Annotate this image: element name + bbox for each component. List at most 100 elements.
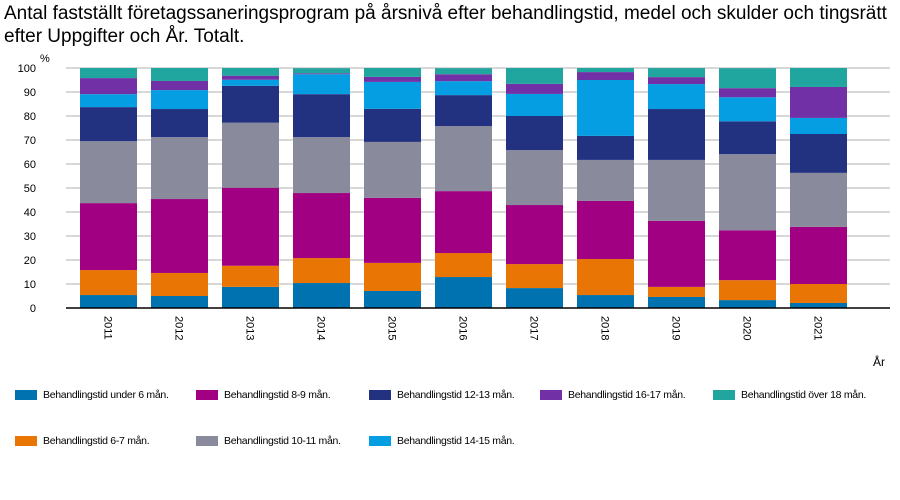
bar-segment bbox=[435, 81, 492, 96]
x-tick-label: 2015 bbox=[386, 316, 398, 340]
bar-segment bbox=[293, 74, 350, 95]
legend-item: Behandlingstid 8-9 mån. bbox=[196, 389, 331, 401]
y-tick-label: 10 bbox=[24, 279, 36, 291]
bar-segment bbox=[506, 264, 563, 289]
y-tick-label: 70 bbox=[24, 135, 36, 147]
bar-segment bbox=[719, 280, 776, 301]
y-tick-label: 90 bbox=[24, 87, 36, 99]
bar-segment bbox=[151, 80, 208, 91]
bar-segment bbox=[80, 78, 137, 95]
bar-segment bbox=[648, 220, 705, 287]
bar-segment bbox=[364, 197, 421, 263]
y-tick-label: 80 bbox=[24, 111, 36, 123]
bar-segment bbox=[364, 141, 421, 198]
bar-segment bbox=[151, 90, 208, 110]
x-tick-label: 2016 bbox=[457, 316, 469, 340]
legend-label: Behandlingstid under 6 mån. bbox=[43, 389, 169, 401]
y-tick-label: 0 bbox=[30, 303, 36, 315]
bar-segment bbox=[80, 107, 137, 142]
legend-item: Behandlingstid 14-15 mån. bbox=[369, 435, 515, 447]
bar-segment bbox=[435, 191, 492, 254]
legend-swatch bbox=[196, 436, 218, 446]
y-tick-label: 50 bbox=[24, 183, 36, 195]
x-tick-label: 2014 bbox=[315, 316, 327, 340]
bar-segment bbox=[222, 187, 279, 266]
bar-segment bbox=[577, 72, 634, 80]
bar-segment bbox=[435, 253, 492, 278]
bar-segment bbox=[648, 109, 705, 160]
y-tick-label: 20 bbox=[24, 255, 36, 267]
bar-segment bbox=[719, 121, 776, 155]
x-tick-label: 2011 bbox=[102, 316, 114, 340]
bar-segment bbox=[719, 154, 776, 231]
legend-item: Behandlingstid under 6 mån. bbox=[15, 389, 169, 401]
x-tick-label: 2019 bbox=[670, 316, 682, 340]
bar-segment bbox=[506, 83, 563, 94]
bar-segment bbox=[790, 68, 847, 87]
chart-title: Antal fastställt företagssaneringsprogra… bbox=[4, 3, 887, 47]
bar-segment bbox=[648, 286, 705, 297]
bar-segment bbox=[790, 134, 847, 173]
bar-segment bbox=[364, 108, 421, 142]
bar-segment bbox=[80, 270, 137, 296]
bar-segment bbox=[719, 88, 776, 98]
bar-segment bbox=[435, 126, 492, 192]
bar-segment bbox=[364, 68, 421, 77]
bar-segment bbox=[506, 93, 563, 116]
bar-segment bbox=[151, 68, 208, 81]
bar-segment bbox=[151, 199, 208, 273]
bar-segment bbox=[222, 79, 279, 86]
bar-segment bbox=[435, 277, 492, 308]
bar-segment bbox=[222, 68, 279, 76]
bar-segment bbox=[364, 81, 421, 109]
legend-swatch bbox=[713, 390, 735, 400]
legend-swatch bbox=[369, 436, 391, 446]
bar-segment bbox=[80, 295, 137, 308]
bar-segment bbox=[293, 137, 350, 194]
legend-label: Behandlingstid 6-7 mån. bbox=[43, 435, 150, 447]
bar-segment bbox=[293, 94, 350, 138]
legend-item: Behandlingstid över 18 mån. bbox=[713, 389, 866, 401]
bar-segment bbox=[790, 86, 847, 118]
y-tick-label: 40 bbox=[24, 207, 36, 219]
bar-segment bbox=[364, 262, 421, 291]
bar-segment bbox=[293, 283, 350, 308]
bar-segment bbox=[790, 226, 847, 284]
legend-label: Behandlingstid 12-13 mån. bbox=[397, 389, 515, 401]
legend-label: Behandlingstid över 18 mån. bbox=[741, 389, 866, 401]
bar-segment bbox=[151, 272, 208, 296]
y-tick-label: 100 bbox=[18, 63, 36, 75]
legend-label: Behandlingstid 14-15 mån. bbox=[397, 435, 515, 447]
legend-item: Behandlingstid 6-7 mån. bbox=[15, 435, 150, 447]
legend-swatch bbox=[540, 390, 562, 400]
bar-segment bbox=[648, 77, 705, 85]
bar-segment bbox=[151, 296, 208, 308]
bar-segment bbox=[648, 84, 705, 110]
bar-segment bbox=[719, 68, 776, 89]
bar-segment bbox=[577, 159, 634, 201]
bar-segment bbox=[790, 172, 847, 227]
bar-segment bbox=[222, 122, 279, 188]
bar-segment bbox=[577, 80, 634, 136]
bar-segment bbox=[364, 290, 421, 308]
bar-segment bbox=[719, 97, 776, 122]
bar-segment bbox=[506, 150, 563, 206]
bar-segment bbox=[80, 68, 137, 79]
legend-swatch bbox=[15, 390, 37, 400]
bar-segment bbox=[293, 68, 350, 74]
legend-swatch bbox=[15, 436, 37, 446]
bar-segment bbox=[151, 109, 208, 138]
bar-segment bbox=[151, 137, 208, 200]
legend-swatch bbox=[196, 390, 218, 400]
x-tick-label: 2021 bbox=[812, 316, 824, 340]
bar-segment bbox=[80, 203, 137, 271]
x-tick-label: 2012 bbox=[173, 316, 185, 340]
bar-segment bbox=[506, 288, 563, 308]
bar-segment bbox=[648, 159, 705, 221]
bar-segment bbox=[293, 73, 350, 75]
bar-segment bbox=[790, 302, 847, 308]
bar-segment bbox=[506, 116, 563, 151]
bar-segment bbox=[435, 68, 492, 75]
legend-label: Behandlingstid 10-11 mån. bbox=[224, 435, 341, 447]
